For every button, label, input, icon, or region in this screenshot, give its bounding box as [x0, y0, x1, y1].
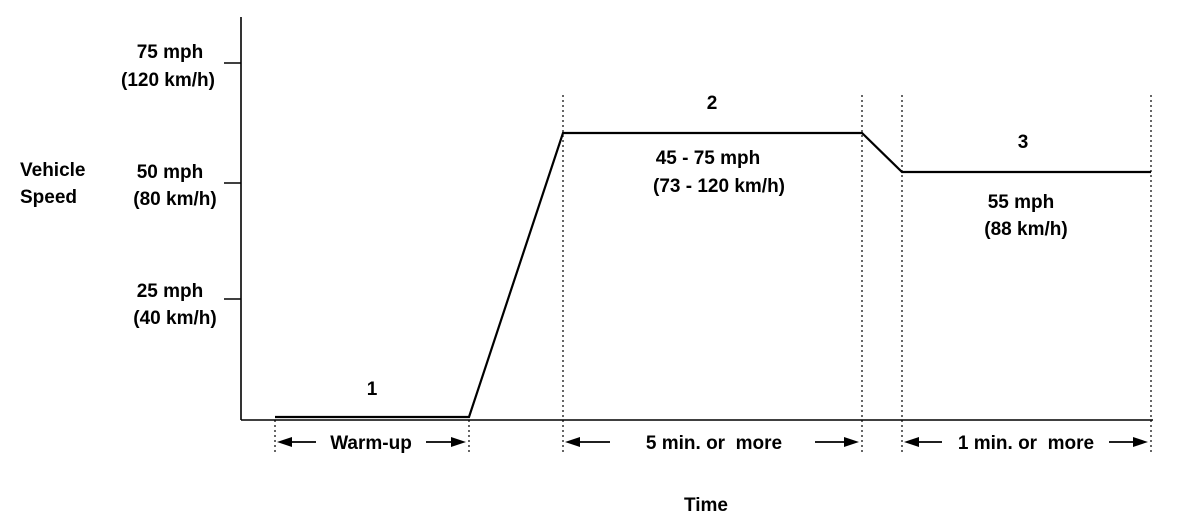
y-tick-label-25-mph: 25 mph [137, 281, 204, 302]
phase-3-duration-arrow: 1 min. or more [904, 433, 1148, 454]
phase-1-number: 1 [367, 379, 378, 400]
phase-3-duration-label: 1 min. or more [958, 433, 1094, 454]
x-axis-title: Time [684, 495, 728, 516]
y-tick-label-75-kmh: (120 km/h) [121, 70, 215, 91]
y-tick-label-50-kmh: (80 km/h) [133, 189, 216, 210]
phase-2-arrow-right-head [844, 437, 859, 447]
y-tick-label-50-mph: 50 mph [137, 162, 204, 183]
phase-3-speed-mph: 55 mph [988, 192, 1055, 213]
phase-2-duration-arrow: 5 min. or more [565, 433, 859, 454]
phase-2-speed-mph: 45 - 75 mph [656, 148, 761, 169]
warmup-arrow-left-head [277, 437, 292, 447]
y-axis-title-line1: Vehicle [20, 160, 86, 181]
speed-trace [275, 131, 1151, 419]
y-axis-title-line2: Speed [20, 187, 77, 208]
phase-2-number: 2 [707, 93, 718, 114]
warmup-duration-label: Warm-up [330, 433, 412, 454]
phase-3-arrow-right-head [1133, 437, 1148, 447]
phase-2-arrow-left-head [565, 437, 580, 447]
phase-3-arrow-left-head [904, 437, 919, 447]
warmup-duration-arrow: Warm-up [277, 433, 466, 454]
warmup-arrow-right-head [451, 437, 466, 447]
phase-2-speed-kmh: (73 - 120 km/h) [653, 176, 785, 197]
phase-3-speed-kmh: (88 km/h) [984, 219, 1067, 240]
y-tick-label-25-kmh: (40 km/h) [133, 308, 216, 329]
phase-3-number: 3 [1018, 132, 1029, 153]
y-tick-label-75-mph: 75 mph [137, 42, 204, 63]
phase-2-duration-label: 5 min. or more [646, 433, 782, 454]
